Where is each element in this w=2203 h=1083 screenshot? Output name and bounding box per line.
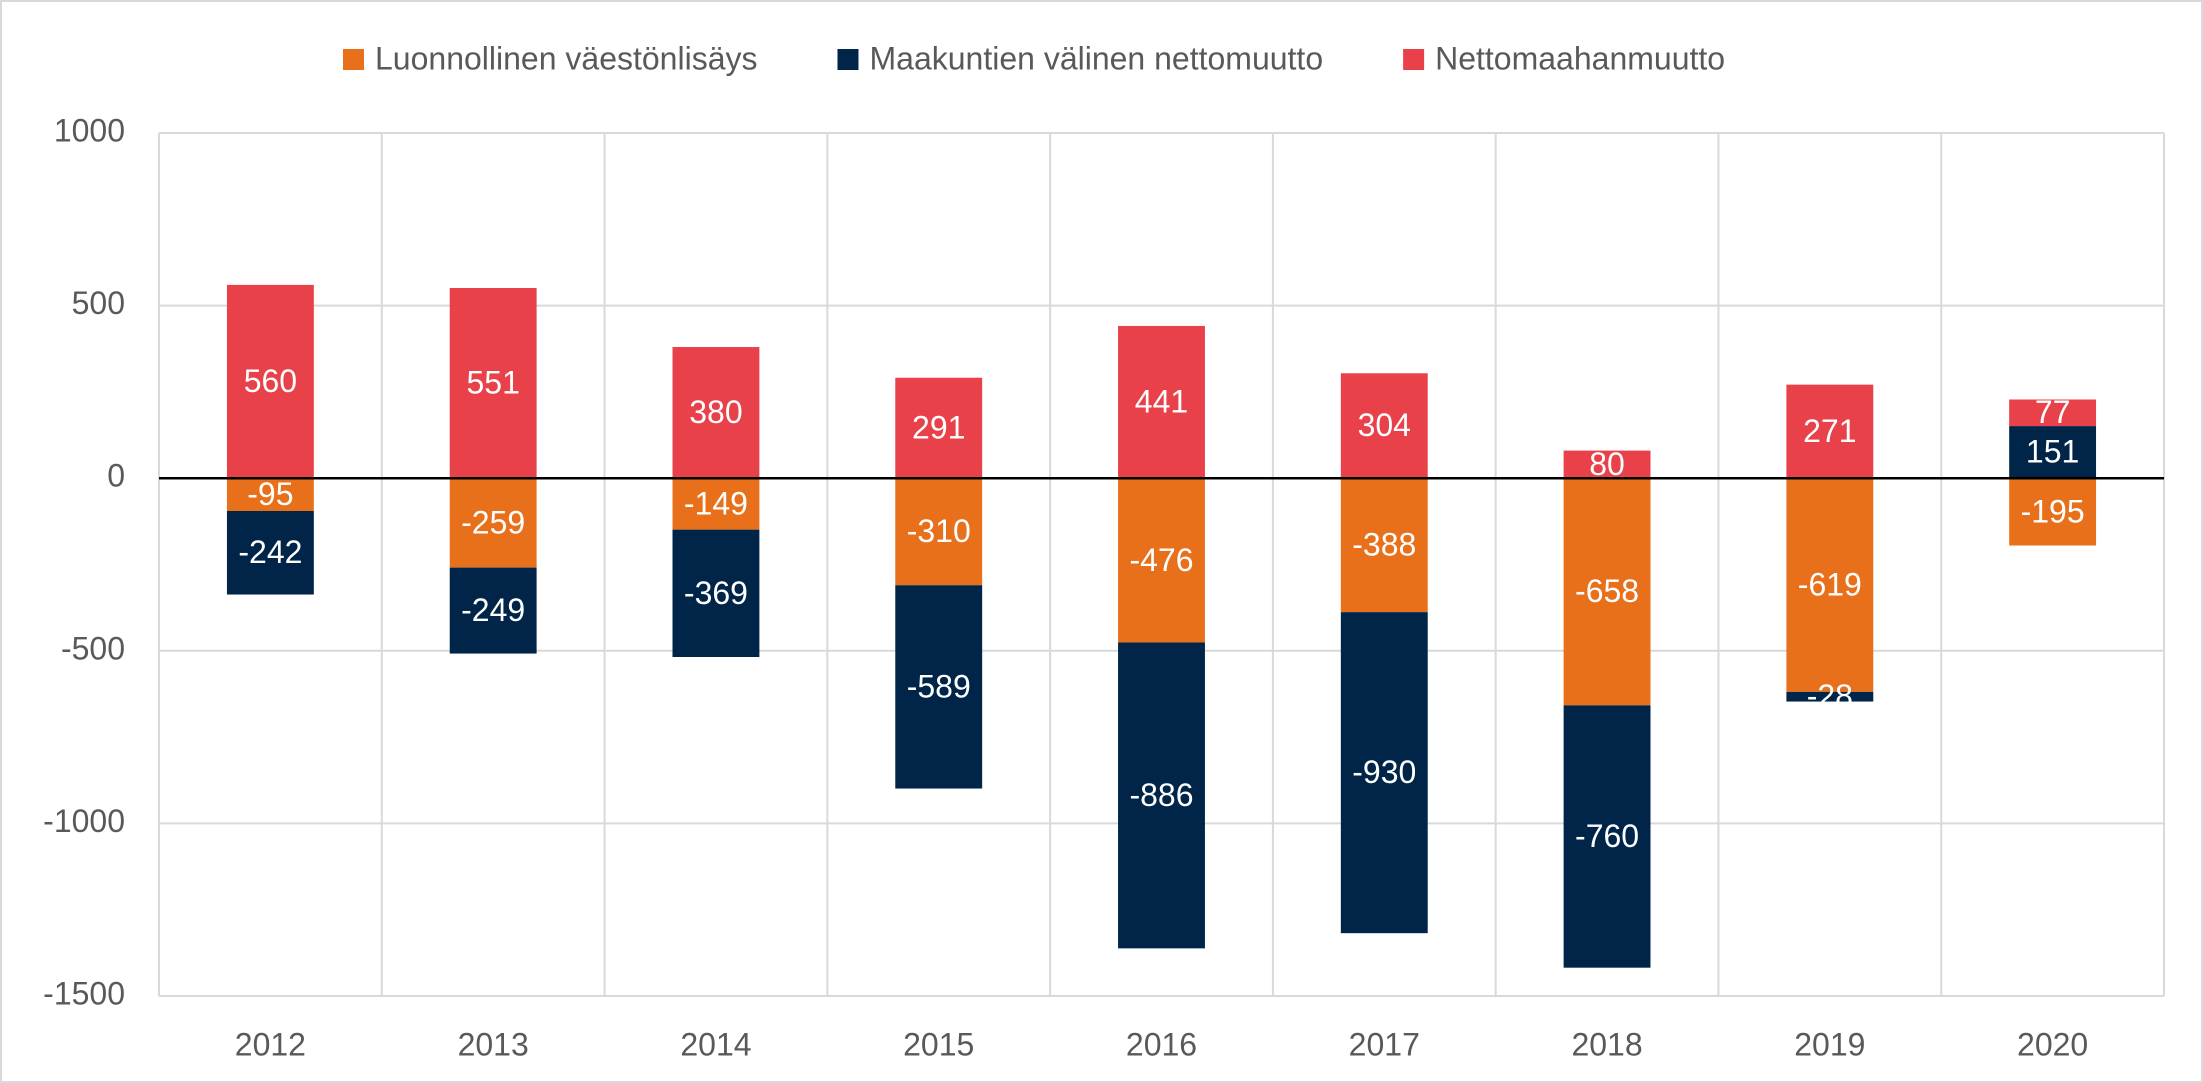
bar-segment xyxy=(226,284,314,479)
x-tick-label: 2014 xyxy=(680,1026,751,1062)
bar-segment xyxy=(895,377,983,479)
y-tick-label: 500 xyxy=(72,285,125,321)
data-label: -249 xyxy=(461,592,525,628)
data-label: 151 xyxy=(2026,434,2079,470)
data-label: 441 xyxy=(1135,384,1188,420)
data-label: -388 xyxy=(1352,527,1416,563)
bar-segment xyxy=(895,585,983,789)
bar-segment xyxy=(226,478,314,511)
data-label: -28 xyxy=(1807,678,1853,714)
x-tick-label: 2017 xyxy=(1349,1026,1420,1062)
data-label: 551 xyxy=(466,365,519,401)
data-label: -760 xyxy=(1575,818,1639,854)
data-label: -886 xyxy=(1129,777,1193,813)
x-tick-label: 2013 xyxy=(458,1026,529,1062)
bar-segment xyxy=(895,478,983,586)
bar-segment xyxy=(1340,612,1428,934)
bar-segment xyxy=(1118,325,1205,479)
data-label: -589 xyxy=(907,668,971,704)
bar-segment xyxy=(672,347,760,479)
data-label: -195 xyxy=(2021,493,2085,529)
data-label: 291 xyxy=(912,409,965,445)
bar-segment xyxy=(2009,478,2097,546)
bar-segment xyxy=(2009,426,2097,479)
legend-swatch xyxy=(837,49,859,70)
bar-segment xyxy=(1563,450,1651,479)
bar-segment xyxy=(1786,691,1874,702)
bar-segment xyxy=(1340,478,1428,613)
bar-segment xyxy=(1786,384,1874,479)
x-tick-label: 2015 xyxy=(903,1026,974,1062)
y-tick-label: 0 xyxy=(107,458,125,494)
x-tick-label: 2020 xyxy=(2017,1026,2088,1062)
y-tick-label: -1000 xyxy=(43,803,125,839)
data-label: 271 xyxy=(1803,413,1856,449)
data-label: 80 xyxy=(1589,446,1625,482)
data-label: -242 xyxy=(238,534,302,570)
legend-label: Nettomaahanmuutto xyxy=(1435,40,1725,76)
bar-segment xyxy=(1118,642,1205,949)
bar-segment xyxy=(2009,399,2097,427)
y-tick-label: -500 xyxy=(61,630,125,666)
x-tick-label: 2018 xyxy=(1571,1026,1642,1062)
data-label: -619 xyxy=(1798,566,1862,602)
legend-swatch xyxy=(1403,49,1425,70)
x-tick-label: 2019 xyxy=(1794,1026,1865,1062)
bar-segment xyxy=(449,567,537,654)
bar-segment xyxy=(1118,478,1205,643)
x-tick-label: 2016 xyxy=(1126,1026,1197,1062)
data-label: -259 xyxy=(461,504,525,540)
data-label: -658 xyxy=(1575,573,1639,609)
data-label: 77 xyxy=(2035,394,2071,430)
data-label: -476 xyxy=(1129,542,1193,578)
x-tick-label: 2012 xyxy=(235,1026,306,1062)
data-label: 380 xyxy=(689,394,742,430)
bar-segment xyxy=(1563,478,1651,706)
legend-label: Maakuntien välinen nettomuutto xyxy=(869,40,1323,76)
y-tick-label: -1500 xyxy=(43,975,125,1011)
data-label: -310 xyxy=(907,513,971,549)
legend-swatch xyxy=(343,49,364,70)
bar-segment xyxy=(1786,478,1874,692)
data-label: -930 xyxy=(1352,754,1416,790)
bar-segment xyxy=(449,478,537,568)
data-label: 304 xyxy=(1358,407,1411,443)
data-label: 560 xyxy=(244,363,297,399)
data-label: -369 xyxy=(684,575,748,611)
y-tick-label: 1000 xyxy=(54,112,125,148)
bar-segment xyxy=(226,510,314,595)
bar-segment xyxy=(1340,373,1428,479)
bar-segment xyxy=(1563,705,1651,968)
bar-segment xyxy=(672,478,760,530)
bar-segment xyxy=(672,529,760,658)
bar-segment xyxy=(449,287,537,479)
legend-label: Luonnollinen väestönlisäys xyxy=(375,40,757,76)
data-label: -149 xyxy=(684,485,748,521)
data-label: -95 xyxy=(247,476,293,512)
